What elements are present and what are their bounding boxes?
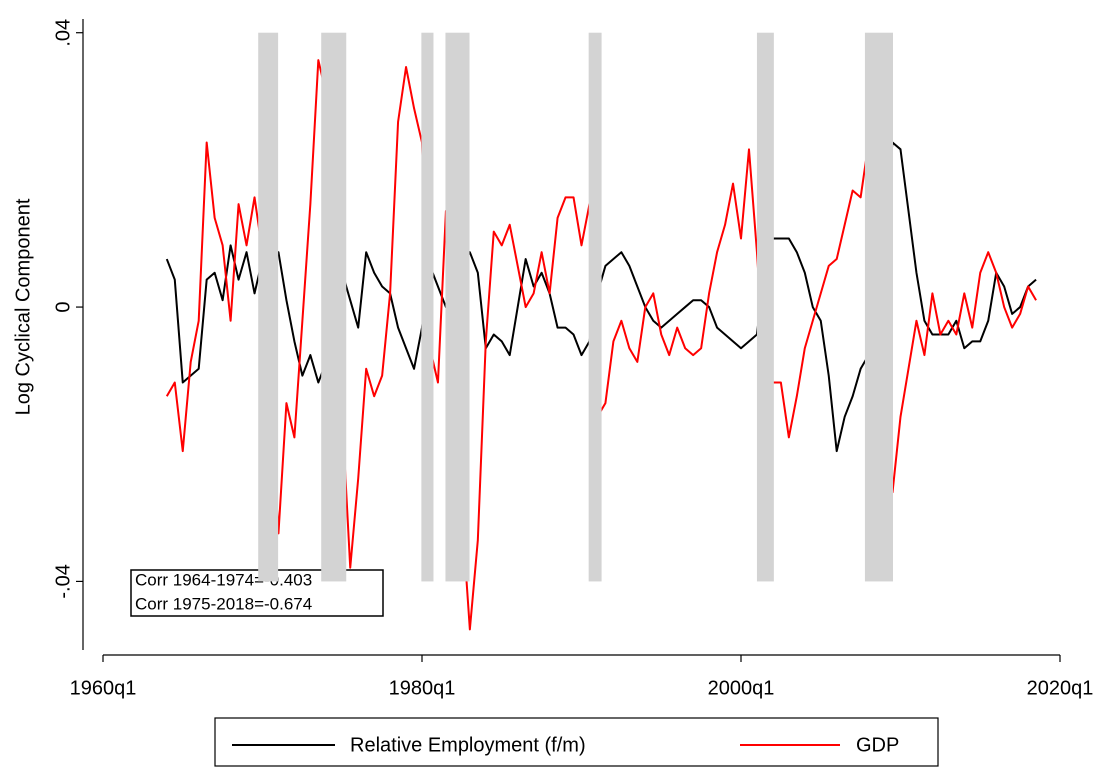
legend-label: Relative Employment (f/m) — [350, 734, 586, 756]
shaded-period — [421, 32, 434, 582]
y-tick-label: -.04 — [52, 564, 74, 598]
legend — [214, 717, 939, 767]
shaded-period — [864, 32, 894, 582]
shaded-period — [321, 32, 347, 582]
shaded-period — [445, 32, 470, 582]
shaded-period — [258, 32, 279, 582]
y-tick-label: .04 — [52, 19, 74, 47]
x-tick-label: 1980q1 — [389, 677, 456, 699]
annotation: Corr 1964-1974=-0.403 — [135, 570, 312, 589]
y-axis-label: Log Cyclical Component — [12, 198, 34, 415]
x-tick-label: 2020q1 — [1027, 677, 1094, 699]
shaded-period — [756, 32, 774, 582]
legend-label: GDP — [856, 734, 899, 756]
y-tick-label: 0 — [52, 302, 74, 313]
x-tick-label: 1960q1 — [70, 677, 137, 699]
x-tick-label: 2000q1 — [708, 677, 775, 699]
annotation: Corr 1975-2018=-0.674 — [135, 594, 312, 613]
shaded-period — [588, 32, 602, 582]
